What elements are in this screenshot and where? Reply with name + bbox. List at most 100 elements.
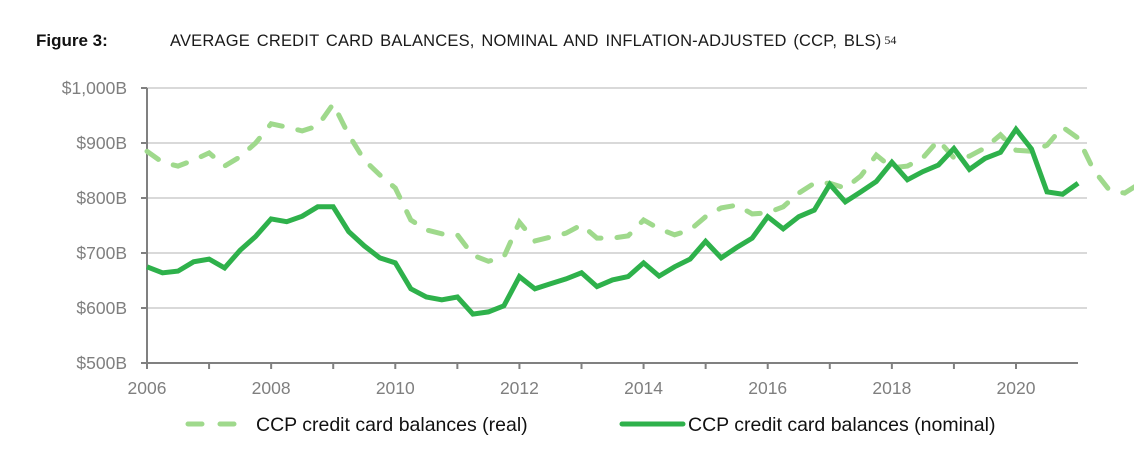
- real-point: [905, 164, 910, 169]
- real-point: [936, 138, 941, 143]
- real-point: [377, 172, 382, 177]
- nominal-point: [936, 163, 941, 168]
- real-point: [455, 232, 460, 237]
- nominal-point: [331, 204, 336, 209]
- real-point: [982, 145, 987, 150]
- nominal-point: [967, 167, 972, 172]
- real-point: [1091, 167, 1096, 172]
- y-tick-label: $500B: [76, 353, 127, 373]
- nominal-point: [1076, 181, 1081, 186]
- nominal-point: [176, 269, 181, 274]
- y-tick-label: $800B: [76, 188, 127, 208]
- nominal-point: [486, 309, 491, 314]
- real-point: [626, 233, 631, 238]
- y-tick-label: $900B: [76, 133, 127, 153]
- real-point: [439, 231, 444, 236]
- real-point: [501, 254, 506, 259]
- nominal-point: [238, 248, 243, 253]
- nominal-point: [796, 214, 801, 219]
- real-point: [672, 232, 677, 237]
- nominal-point: [874, 179, 879, 184]
- x-tick-label: 2012: [500, 378, 539, 398]
- x-tick-label: 2008: [252, 378, 291, 398]
- real-point: [595, 236, 600, 241]
- real-point: [470, 253, 475, 258]
- nominal-point: [191, 259, 196, 264]
- real-point: [1045, 143, 1050, 148]
- real-point: [145, 149, 150, 154]
- real-point: [688, 227, 693, 232]
- real-point: [315, 123, 320, 128]
- nominal-point: [889, 160, 894, 165]
- real-point: [657, 226, 662, 231]
- real-point: [269, 121, 274, 126]
- real-point: [176, 164, 181, 169]
- x-tick-label: 2016: [748, 378, 787, 398]
- real-point: [703, 214, 708, 219]
- nominal-point: [284, 219, 289, 224]
- real-point: [874, 153, 879, 158]
- real-point: [843, 186, 848, 191]
- nominal-point: [1045, 189, 1050, 194]
- nominal-point: [750, 236, 755, 241]
- nominal-point: [455, 295, 460, 300]
- real-point: [641, 218, 646, 223]
- nominal-point: [579, 270, 584, 275]
- real-point: [734, 203, 739, 208]
- series: [144, 99, 1134, 317]
- nominal-point: [362, 243, 367, 248]
- real-point: [346, 132, 351, 137]
- footnote-reference: 54: [884, 33, 897, 47]
- legend: CCP credit card balances (real) CCP credi…: [185, 414, 995, 436]
- nominal-point: [951, 146, 956, 151]
- y-axis-tick-labels: $500B $600B $700B $800B $900B $1,000B: [62, 78, 127, 373]
- nominal-point: [315, 204, 320, 209]
- nominal-point: [346, 229, 351, 234]
- nominal-point: [734, 245, 739, 250]
- nominal-point: [610, 277, 615, 282]
- nominal-point: [827, 182, 832, 187]
- nominal-point: [563, 276, 568, 281]
- real-point: [222, 164, 227, 169]
- nominal-point: [222, 265, 227, 270]
- real-point: [719, 205, 724, 210]
- real-point: [812, 181, 817, 186]
- nominal-point: [393, 260, 398, 265]
- real-point: [253, 141, 258, 146]
- x-tick-label: 2006: [128, 378, 167, 398]
- y-tick-label: $600B: [76, 298, 127, 318]
- nominal-point: [765, 214, 770, 219]
- real-point: [858, 174, 863, 179]
- nominal-point: [160, 270, 165, 275]
- real-point: [967, 154, 972, 159]
- nominal-point: [1014, 127, 1019, 132]
- real-point: [1107, 187, 1112, 192]
- nominal-balances-line: [146, 125, 1080, 317]
- real-point: [424, 227, 429, 232]
- figure-label: Figure 3:: [36, 31, 108, 50]
- nominal-point: [1029, 147, 1034, 152]
- nominal-point: [982, 156, 987, 161]
- nominal-point: [470, 312, 475, 317]
- nominal-point: [548, 281, 553, 286]
- nominal-point: [688, 257, 693, 262]
- real-point: [781, 204, 786, 209]
- real-point: [750, 211, 755, 216]
- axes: [141, 87, 1078, 369]
- real-point: [517, 220, 522, 225]
- y-tick-label: $1,000B: [62, 78, 127, 98]
- real-point: [191, 158, 196, 163]
- x-tick-label: 2010: [376, 378, 415, 398]
- real-point: [393, 186, 398, 191]
- nominal-point: [439, 297, 444, 302]
- real-point: [951, 155, 956, 160]
- nominal-point: [781, 226, 786, 231]
- nominal-point: [657, 274, 662, 279]
- nominal-point: [595, 284, 600, 289]
- nominal-point: [843, 199, 848, 204]
- nominal-point: [424, 295, 429, 300]
- real-point: [408, 218, 413, 223]
- legend-label-real: CCP credit card balances (real): [256, 414, 528, 436]
- nominal-point: [269, 216, 274, 221]
